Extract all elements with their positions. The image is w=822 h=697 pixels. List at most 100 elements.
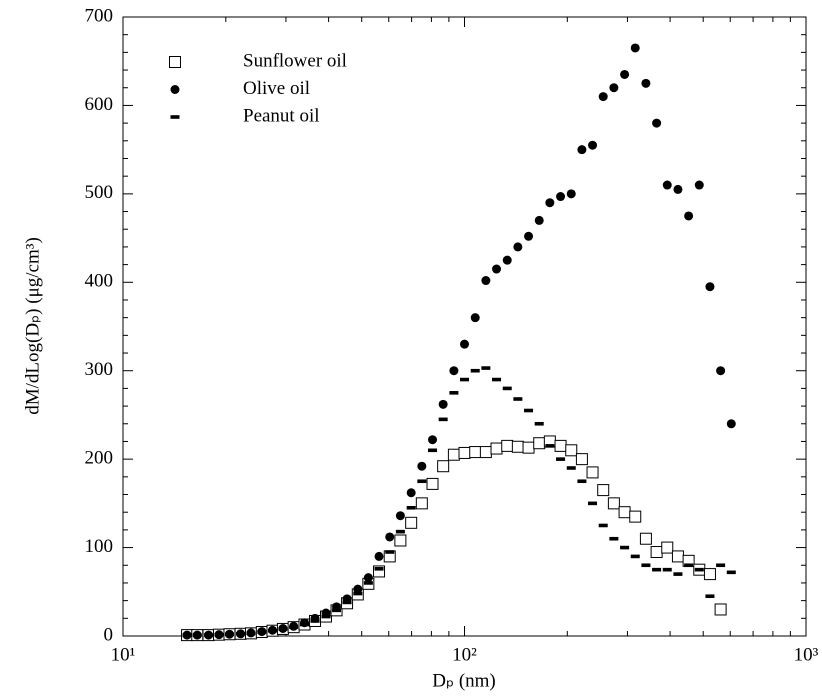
data-point xyxy=(236,631,246,636)
data-point xyxy=(705,594,715,599)
data-point xyxy=(650,545,663,558)
data-point xyxy=(192,633,202,637)
data-point xyxy=(470,313,480,323)
data-point xyxy=(204,633,214,637)
data-point xyxy=(652,567,662,572)
data-point xyxy=(490,442,503,455)
data-point xyxy=(300,622,310,627)
data-point xyxy=(289,625,299,629)
data-point xyxy=(598,92,608,102)
legend-marker xyxy=(170,115,180,119)
data-point xyxy=(267,628,277,633)
data-point xyxy=(353,591,363,596)
data-point xyxy=(449,391,459,395)
data-point xyxy=(492,264,502,274)
data-point xyxy=(513,242,523,252)
data-point xyxy=(363,581,373,585)
data-point xyxy=(609,536,619,541)
data-point xyxy=(469,446,482,459)
data-point xyxy=(629,510,642,523)
data-point xyxy=(566,466,576,470)
data-point xyxy=(502,255,512,265)
data-point xyxy=(534,215,544,225)
data-point xyxy=(470,368,480,373)
data-point xyxy=(716,563,726,568)
data-point xyxy=(662,180,672,190)
data-point xyxy=(224,632,234,637)
data-point xyxy=(598,523,608,528)
y-tick-label: 100 xyxy=(85,536,114,557)
data-point xyxy=(524,231,534,241)
data-point xyxy=(342,600,352,605)
data-point xyxy=(609,83,619,93)
data-point xyxy=(620,545,630,550)
data-point xyxy=(661,541,674,554)
data-point xyxy=(449,366,459,376)
data-point xyxy=(502,386,512,391)
data-point xyxy=(447,448,460,461)
y-tick-label: 700 xyxy=(85,5,114,26)
data-point xyxy=(257,630,267,634)
data-point xyxy=(395,529,405,534)
y-axis-label: dM/dLog(Dₚ) (μg/cm³) xyxy=(22,237,43,415)
y-tick-label: 400 xyxy=(85,271,114,292)
data-point xyxy=(716,366,726,376)
data-point xyxy=(684,563,694,568)
data-point xyxy=(394,534,407,547)
data-point xyxy=(428,435,438,445)
data-point xyxy=(671,550,684,563)
data-point xyxy=(641,563,651,568)
data-point xyxy=(524,408,534,413)
data-point xyxy=(577,145,587,155)
data-point xyxy=(501,439,514,452)
data-point xyxy=(684,211,694,221)
data-point xyxy=(511,440,524,453)
data-point xyxy=(332,608,342,613)
y-tick-label: 500 xyxy=(85,182,114,203)
data-point xyxy=(556,457,566,461)
data-point xyxy=(373,565,386,578)
data-point xyxy=(363,573,373,583)
data-point xyxy=(406,505,416,510)
data-point xyxy=(565,444,578,457)
x-tick-label: 10² xyxy=(452,644,477,665)
data-point xyxy=(437,460,450,473)
data-point xyxy=(545,198,555,208)
x-axis-label: Dₚ (nm) xyxy=(432,670,496,691)
legend-marker xyxy=(169,56,181,68)
data-point xyxy=(586,466,599,479)
data-point xyxy=(588,501,598,506)
data-point xyxy=(554,439,567,452)
data-point xyxy=(630,554,640,559)
data-point xyxy=(438,417,448,422)
legend-label: Sunflower oil xyxy=(243,50,347,71)
data-point xyxy=(534,421,544,426)
data-point xyxy=(395,511,405,521)
data-point xyxy=(405,516,418,529)
data-point xyxy=(481,366,491,370)
legend-label: Peanut oil xyxy=(243,105,320,126)
data-point xyxy=(426,477,439,490)
data-point xyxy=(545,444,555,448)
y-tick-label: 600 xyxy=(85,94,114,115)
data-point xyxy=(703,568,716,581)
data-point xyxy=(214,632,224,637)
data-point xyxy=(374,551,384,561)
data-point xyxy=(630,43,640,53)
data-point xyxy=(513,397,523,401)
data-point xyxy=(182,633,192,637)
data-point xyxy=(726,419,736,429)
data-point xyxy=(460,339,469,349)
data-point xyxy=(566,189,576,199)
data-point xyxy=(533,437,546,450)
data-point xyxy=(652,118,662,128)
x-tick-label: 10¹ xyxy=(111,644,136,665)
data-point xyxy=(556,192,566,202)
data-point xyxy=(694,180,704,190)
data-point xyxy=(415,497,428,510)
data-point xyxy=(460,377,469,382)
y-tick-label: 0 xyxy=(104,624,114,645)
data-point xyxy=(597,484,610,497)
data-point xyxy=(618,506,631,519)
data-point xyxy=(479,446,492,459)
